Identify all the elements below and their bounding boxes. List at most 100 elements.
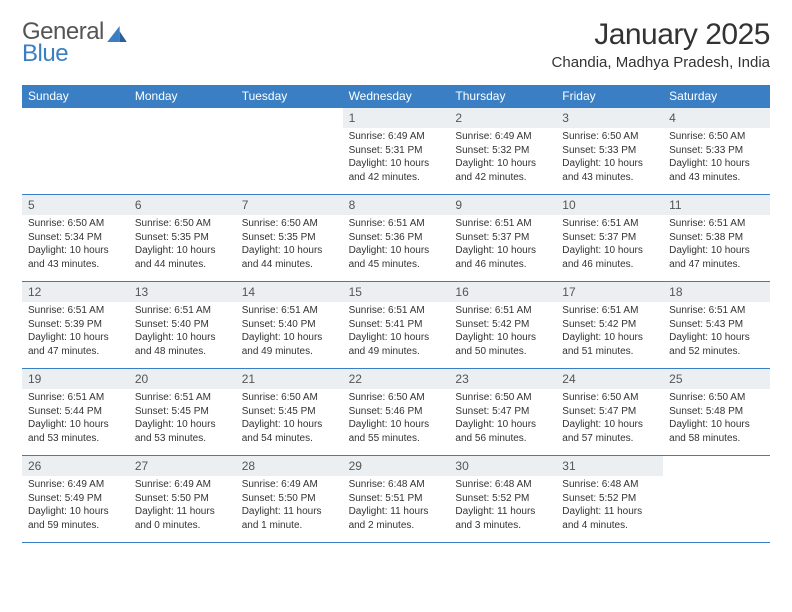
calendar-cell: 24Sunrise: 6:50 AMSunset: 5:47 PMDayligh… <box>556 369 663 455</box>
page-header: GeneralBlue January 2025 Chandia, Madhya… <box>22 18 770 71</box>
daylight-line: Daylight: 10 hours and 56 minutes. <box>455 418 550 445</box>
daylight-line: Daylight: 10 hours and 59 minutes. <box>28 505 123 532</box>
day-number: 3 <box>556 108 663 128</box>
cell-body: Sunrise: 6:48 AMSunset: 5:51 PMDaylight:… <box>343 476 450 536</box>
sunrise-line: Sunrise: 6:50 AM <box>242 217 337 231</box>
daylight-line: Daylight: 10 hours and 53 minutes. <box>28 418 123 445</box>
cell-body: Sunrise: 6:49 AMSunset: 5:50 PMDaylight:… <box>129 476 236 536</box>
day-number: 16 <box>449 282 556 302</box>
sunset-line: Sunset: 5:41 PM <box>349 318 444 332</box>
daylight-line: Daylight: 10 hours and 47 minutes. <box>28 331 123 358</box>
calendar-cell: 1Sunrise: 6:49 AMSunset: 5:31 PMDaylight… <box>343 108 450 194</box>
sunrise-line: Sunrise: 6:51 AM <box>135 304 230 318</box>
sunset-line: Sunset: 5:44 PM <box>28 405 123 419</box>
sunset-line: Sunset: 5:52 PM <box>455 492 550 506</box>
daylight-line: Daylight: 10 hours and 48 minutes. <box>135 331 230 358</box>
sunset-line: Sunset: 5:40 PM <box>242 318 337 332</box>
sunrise-line: Sunrise: 6:49 AM <box>349 130 444 144</box>
day-number: 6 <box>129 195 236 215</box>
cell-body: Sunrise: 6:49 AMSunset: 5:49 PMDaylight:… <box>22 476 129 536</box>
day-header: Tuesday <box>236 85 343 108</box>
sunrise-line: Sunrise: 6:51 AM <box>669 217 764 231</box>
title-block: January 2025 Chandia, Madhya Pradesh, In… <box>552 18 770 71</box>
sunrise-line: Sunrise: 6:50 AM <box>562 130 657 144</box>
cell-body: Sunrise: 6:50 AMSunset: 5:34 PMDaylight:… <box>22 215 129 275</box>
calendar-cell: 7Sunrise: 6:50 AMSunset: 5:35 PMDaylight… <box>236 195 343 281</box>
cell-body: Sunrise: 6:50 AMSunset: 5:47 PMDaylight:… <box>449 389 556 449</box>
daylight-line: Daylight: 10 hours and 50 minutes. <box>455 331 550 358</box>
daylight-line: Daylight: 11 hours and 1 minute. <box>242 505 337 532</box>
day-header: Sunday <box>22 85 129 108</box>
sunset-line: Sunset: 5:42 PM <box>562 318 657 332</box>
cell-body: Sunrise: 6:51 AMSunset: 5:41 PMDaylight:… <box>343 302 450 362</box>
sunrise-line: Sunrise: 6:49 AM <box>242 478 337 492</box>
logo: GeneralBlue <box>22 18 128 68</box>
cell-body: Sunrise: 6:50 AMSunset: 5:47 PMDaylight:… <box>556 389 663 449</box>
daylight-line: Daylight: 10 hours and 49 minutes. <box>349 331 444 358</box>
sunset-line: Sunset: 5:32 PM <box>455 144 550 158</box>
daylight-line: Daylight: 10 hours and 46 minutes. <box>562 244 657 271</box>
cell-body: Sunrise: 6:50 AMSunset: 5:35 PMDaylight:… <box>129 215 236 275</box>
day-header: Thursday <box>449 85 556 108</box>
sunset-line: Sunset: 5:37 PM <box>455 231 550 245</box>
day-number: 22 <box>343 369 450 389</box>
day-number: 9 <box>449 195 556 215</box>
daylight-line: Daylight: 10 hours and 51 minutes. <box>562 331 657 358</box>
cell-body: Sunrise: 6:48 AMSunset: 5:52 PMDaylight:… <box>449 476 556 536</box>
cell-body: Sunrise: 6:51 AMSunset: 5:38 PMDaylight:… <box>663 215 770 275</box>
sunrise-line: Sunrise: 6:50 AM <box>669 130 764 144</box>
calendar-cell: 14Sunrise: 6:51 AMSunset: 5:40 PMDayligh… <box>236 282 343 368</box>
calendar-cell: 31Sunrise: 6:48 AMSunset: 5:52 PMDayligh… <box>556 456 663 542</box>
calendar-cell: 17Sunrise: 6:51 AMSunset: 5:42 PMDayligh… <box>556 282 663 368</box>
daylight-line: Daylight: 11 hours and 2 minutes. <box>349 505 444 532</box>
day-number: 4 <box>663 108 770 128</box>
calendar-cell: 10Sunrise: 6:51 AMSunset: 5:37 PMDayligh… <box>556 195 663 281</box>
sunset-line: Sunset: 5:48 PM <box>669 405 764 419</box>
location-text: Chandia, Madhya Pradesh, India <box>552 54 770 71</box>
calendar-cell: 28Sunrise: 6:49 AMSunset: 5:50 PMDayligh… <box>236 456 343 542</box>
day-number: 7 <box>236 195 343 215</box>
calendar-cell <box>129 108 236 194</box>
day-number: 18 <box>663 282 770 302</box>
sunrise-line: Sunrise: 6:49 AM <box>28 478 123 492</box>
sunrise-line: Sunrise: 6:48 AM <box>349 478 444 492</box>
sunrise-line: Sunrise: 6:50 AM <box>562 391 657 405</box>
cell-body: Sunrise: 6:48 AMSunset: 5:52 PMDaylight:… <box>556 476 663 536</box>
calendar-cell: 23Sunrise: 6:50 AMSunset: 5:47 PMDayligh… <box>449 369 556 455</box>
sunrise-line: Sunrise: 6:51 AM <box>242 304 337 318</box>
calendar-week: 12Sunrise: 6:51 AMSunset: 5:39 PMDayligh… <box>22 282 770 369</box>
calendar-cell <box>22 108 129 194</box>
daylight-line: Daylight: 10 hours and 58 minutes. <box>669 418 764 445</box>
sunset-line: Sunset: 5:49 PM <box>28 492 123 506</box>
calendar-cell: 26Sunrise: 6:49 AMSunset: 5:49 PMDayligh… <box>22 456 129 542</box>
daylight-line: Daylight: 10 hours and 55 minutes. <box>349 418 444 445</box>
cell-body: Sunrise: 6:51 AMSunset: 5:39 PMDaylight:… <box>22 302 129 362</box>
cell-body: Sunrise: 6:51 AMSunset: 5:36 PMDaylight:… <box>343 215 450 275</box>
sunrise-line: Sunrise: 6:51 AM <box>455 304 550 318</box>
day-number: 23 <box>449 369 556 389</box>
calendar-cell: 18Sunrise: 6:51 AMSunset: 5:43 PMDayligh… <box>663 282 770 368</box>
daylight-line: Daylight: 10 hours and 53 minutes. <box>135 418 230 445</box>
day-number: 19 <box>22 369 129 389</box>
day-number: 13 <box>129 282 236 302</box>
sunrise-line: Sunrise: 6:50 AM <box>28 217 123 231</box>
cell-body: Sunrise: 6:51 AMSunset: 5:40 PMDaylight:… <box>129 302 236 362</box>
sunrise-line: Sunrise: 6:51 AM <box>562 304 657 318</box>
daylight-line: Daylight: 10 hours and 57 minutes. <box>562 418 657 445</box>
calendar-cell: 8Sunrise: 6:51 AMSunset: 5:36 PMDaylight… <box>343 195 450 281</box>
day-number: 2 <box>449 108 556 128</box>
cell-body: Sunrise: 6:51 AMSunset: 5:44 PMDaylight:… <box>22 389 129 449</box>
sunset-line: Sunset: 5:50 PM <box>242 492 337 506</box>
day-number: 20 <box>129 369 236 389</box>
day-header: Saturday <box>663 85 770 108</box>
sunrise-line: Sunrise: 6:51 AM <box>135 391 230 405</box>
calendar-cell: 15Sunrise: 6:51 AMSunset: 5:41 PMDayligh… <box>343 282 450 368</box>
month-title: January 2025 <box>552 18 770 52</box>
day-number: 29 <box>343 456 450 476</box>
calendar-cell: 2Sunrise: 6:49 AMSunset: 5:32 PMDaylight… <box>449 108 556 194</box>
calendar-cell: 9Sunrise: 6:51 AMSunset: 5:37 PMDaylight… <box>449 195 556 281</box>
day-header: Monday <box>129 85 236 108</box>
sunrise-line: Sunrise: 6:50 AM <box>455 391 550 405</box>
sunrise-line: Sunrise: 6:50 AM <box>349 391 444 405</box>
day-number: 5 <box>22 195 129 215</box>
